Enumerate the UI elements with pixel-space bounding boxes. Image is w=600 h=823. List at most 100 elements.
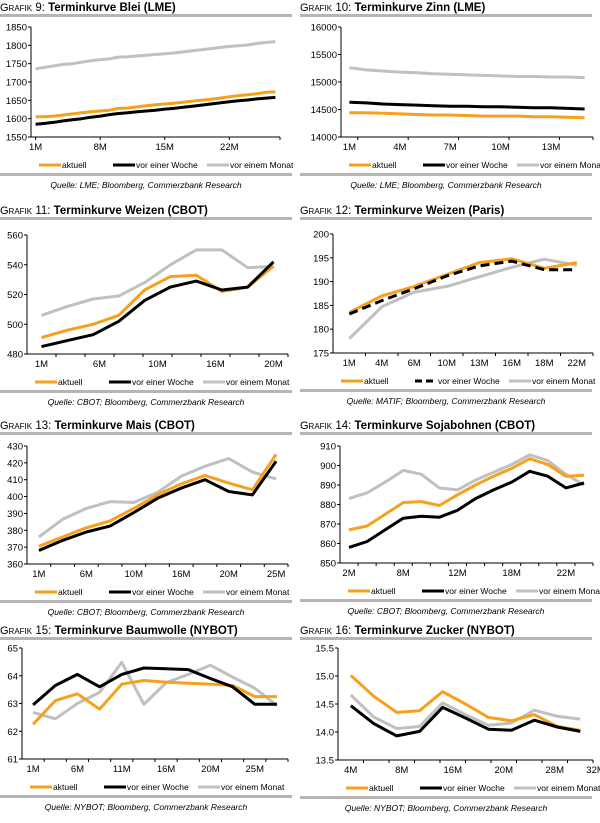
line-chart-g9: 1550 1600 1650 1700 1750 1800 1850 1M 8M 15M 22M ak… (6, 23, 294, 171)
chart-number: 10: (332, 2, 355, 14)
y-tick-label: 1650 (6, 96, 27, 107)
legend-rule (0, 390, 292, 393)
legend-label: vor einem Monat (540, 160, 600, 170)
x-tick-label: 6M (71, 764, 84, 775)
y-tick-label: 860 (320, 539, 336, 550)
line-chart-g11: 480 500 520 540 560 1M 6M 10M 16M 20M aktuell vor e… (7, 231, 290, 388)
legend-label: vor einem Monat (537, 783, 600, 793)
legend-rule (300, 389, 592, 392)
y-tick-label: 480 (7, 350, 23, 361)
chart-title: Grafik 15: Terminkurve Baumwolle (NYBOT) (0, 624, 238, 638)
legend-item: aktuell (30, 782, 78, 792)
y-tick-label: 520 (7, 290, 23, 301)
y-tick-label: 1550 (6, 133, 27, 144)
y-tick-label: 910 (320, 442, 336, 453)
x-tick-label: 32M (586, 765, 600, 776)
chart-panel-g10: Grafik 10: Terminkurve Zinn (LME) 14000 14… (300, 0, 600, 200)
legend-label: vor einer Woche (443, 783, 505, 793)
y-tick-label: 420 (7, 458, 23, 469)
y-tick-label: 175 (313, 349, 329, 360)
x-tick-label: 25M (267, 569, 286, 580)
legend-rule (0, 795, 292, 798)
y-tick-label: 890 (320, 481, 336, 492)
x-tick-label: 16M (503, 358, 522, 369)
x-tick-label: 1M (35, 359, 48, 370)
x-tick-label: 16M (172, 569, 191, 580)
legend-label: vor einer Woche (438, 376, 500, 386)
x-tick-label: 7M (444, 142, 457, 153)
legend-label: vor einer Woche (132, 587, 194, 597)
chart-panel-g15: Grafik 15: Terminkurve Baumwolle (NYBOT)… (0, 623, 292, 823)
chart-number: 12: (332, 205, 355, 217)
legend-item: vor einem Monat (198, 782, 285, 792)
legend-rule (0, 173, 292, 176)
x-tick-label: 1M (343, 142, 356, 153)
line-chart-g16: 13.5 14.0 14.5 15.0 15.5 4M 8M 16M 20M 28M 32M aktu… (316, 644, 600, 794)
legend-label: vor einem Monat (230, 160, 294, 170)
series-line-vor-einem-monat (349, 66, 585, 80)
chart-source: Quelle: CBOT; Bloomberg, Commerzbank Res… (47, 607, 245, 617)
y-tick-label: 180 (313, 325, 329, 336)
title-rule (300, 432, 592, 435)
x-tick-label: 28M (546, 765, 565, 776)
chart-label-prefix: Grafik (0, 625, 33, 637)
legend-item: vor einer Woche (104, 782, 189, 792)
y-tick-label: 15000 (311, 78, 337, 89)
legend-label: vor einem Monat (226, 377, 290, 387)
legend-item: aktuell (39, 160, 87, 170)
y-tick-label: 1700 (6, 78, 27, 89)
y-tick-label: 14000 (311, 133, 337, 144)
series-line-vor-einem-monat (349, 693, 581, 731)
chart-label-prefix: Grafik (0, 2, 33, 14)
y-tick-label: 400 (7, 492, 23, 503)
line-chart-g14: 850 860 870 880 890 900 910 2M 8M 12M 18M 22M aktuel… (320, 442, 600, 597)
x-tick-label: 10M (438, 358, 457, 369)
chart-title-text: Terminkurve Weizen (Paris) (354, 205, 505, 217)
legend-item: aktuell (349, 160, 397, 170)
chart-title: Grafik 10: Terminkurve Zinn (LME) (300, 1, 485, 15)
chart-panel-g14: Grafik 14: Terminkurve Sojabohnen (CBOT)… (300, 418, 600, 618)
chart-number: 11: (32, 205, 54, 217)
chart-panel-g16: Grafik 16: Terminkurve Zucker (NYBOT) 13.… (300, 623, 600, 823)
title-rule (0, 14, 292, 17)
chart-label-prefix: Grafik (300, 205, 333, 217)
series-line-aktuell (348, 457, 585, 532)
x-tick-label: 18M (502, 568, 521, 579)
chart-number: 16: (332, 625, 355, 637)
chart-label-prefix: Grafik (0, 420, 33, 432)
chart-source: Quelle: NYBOT; Bloomberg, Commerzbank Re… (44, 802, 248, 812)
y-tick-label: 15.0 (316, 672, 335, 683)
legend-label: vor einem Monat (532, 376, 596, 386)
x-tick-label: 4M (375, 358, 388, 369)
y-tick-label: 430 (7, 442, 23, 453)
chart-title-text: Terminkurve Sojabohnen (CBOT) (354, 420, 536, 432)
x-tick-label: 20M (495, 765, 514, 776)
legend-item: aktuell (35, 587, 83, 597)
x-tick-label: 20M (264, 359, 283, 370)
y-tick-label: 16000 (311, 23, 337, 34)
chart-label-prefix: Grafik (300, 2, 333, 14)
title-rule (300, 217, 592, 220)
y-tick-label: 64 (7, 671, 18, 682)
x-tick-label: 22M (557, 568, 576, 579)
series-line-aktuell (349, 674, 581, 732)
legend-rule (300, 599, 592, 602)
series-line-vor-einer-woche (38, 460, 278, 552)
y-tick-label: 900 (320, 461, 336, 472)
x-tick-label: 25M (246, 764, 265, 775)
y-tick-label: 185 (313, 301, 329, 312)
x-tick-label: 12M (448, 568, 467, 579)
chart-title: Grafik 13: Terminkurve Mais (CBOT) (0, 419, 195, 433)
legend-item: aktuell (35, 377, 83, 387)
chart-title-text: Terminkurve Baumwolle (NYBOT) (54, 625, 238, 637)
legend-label: aktuell (53, 782, 78, 792)
legend-item: vor einem Monat (203, 587, 290, 597)
x-tick-label: 15M (155, 142, 174, 153)
x-tick-label: 13M (542, 142, 561, 153)
chart-number: 13: (32, 420, 55, 432)
title-rule (300, 637, 592, 640)
line-chart-g10: 14000 14500 15000 15500 16000 1M 4M 7M 10M 13M akt… (311, 23, 600, 171)
y-tick-label: 1850 (6, 23, 27, 34)
x-tick-label: 1M (29, 142, 42, 153)
chart-title-text: Terminkurve Zinn (LME) (354, 2, 486, 14)
